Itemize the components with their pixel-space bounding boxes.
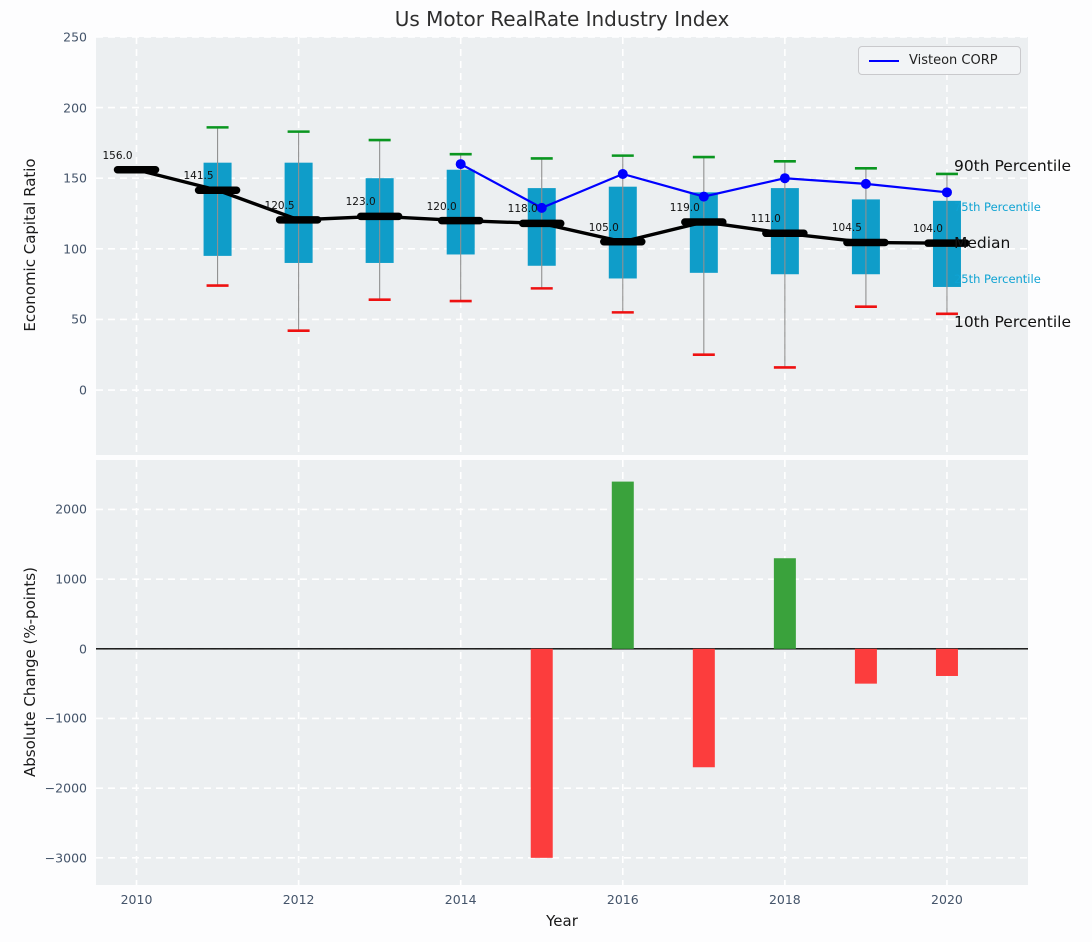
top-y-tick-label: 150: [63, 171, 87, 186]
visteon-marker: [699, 192, 709, 202]
bottom-y-tick-label: −2000: [45, 781, 87, 796]
x-tick-label: 2018: [769, 892, 801, 907]
chart-canvas: [0, 0, 1092, 942]
percentile-label-p10: 10th Percentile: [954, 313, 1071, 331]
visteon-marker: [780, 173, 790, 183]
percentile-label-p25: 25th Percentile: [954, 272, 1041, 286]
top-y-tick-label: 0: [79, 383, 87, 398]
change-bar-positive: [612, 482, 634, 649]
x-tick-label: 2016: [607, 892, 639, 907]
x-tick-label: 2014: [445, 892, 477, 907]
legend: Visteon CORP: [858, 46, 1021, 75]
legend-line-sample-icon: [869, 60, 899, 62]
percentile-label-p75: 75th Percentile: [954, 200, 1041, 214]
visteon-marker: [942, 187, 952, 197]
change-bar-negative: [936, 649, 958, 676]
top-y-tick-label: 250: [63, 30, 87, 45]
chart-title: Us Motor RealRate Industry Index: [96, 7, 1028, 31]
median-value-annotation: 120.5: [265, 200, 295, 212]
top-y-tick-label: 200: [63, 100, 87, 115]
change-bar-positive: [774, 558, 796, 649]
x-tick-label: 2012: [283, 892, 315, 907]
change-bar-negative: [855, 649, 877, 684]
median-value-annotation: 119.0: [670, 202, 700, 214]
change-bar-negative: [693, 649, 715, 767]
percentile-label-median: Median: [954, 234, 1010, 252]
median-value-annotation: 105.0: [589, 222, 619, 234]
visteon-marker: [537, 203, 547, 213]
visteon-marker: [618, 169, 628, 179]
x-axis-label: Year: [96, 912, 1028, 930]
top-y-axis-label: Economic Capital Ratio: [21, 45, 39, 445]
median-value-annotation: 141.5: [184, 170, 214, 182]
bottom-y-tick-label: 0: [79, 641, 87, 656]
median-value-annotation: 156.0: [102, 150, 132, 162]
bottom-y-tick-label: −3000: [45, 850, 87, 865]
x-tick-label: 2010: [121, 892, 153, 907]
top-y-tick-label: 100: [63, 241, 87, 256]
median-value-annotation: 104.0: [913, 223, 943, 235]
figure: Us Motor RealRate Industry Index Economi…: [0, 0, 1092, 942]
bottom-y-axis-label: Absolute Change (%-points): [21, 472, 39, 872]
bottom-y-tick-label: −1000: [45, 711, 87, 726]
median-value-annotation: 118.0: [508, 203, 538, 215]
visteon-marker: [456, 159, 466, 169]
top-y-tick-label: 50: [71, 312, 87, 327]
bottom-y-tick-label: 1000: [55, 572, 87, 587]
percentile-label-p90: 90th Percentile: [954, 157, 1071, 175]
median-value-annotation: 123.0: [346, 196, 376, 208]
x-tick-label: 2020: [931, 892, 963, 907]
bottom-y-tick-label: 2000: [55, 502, 87, 517]
median-value-annotation: 111.0: [751, 213, 781, 225]
change-bar-negative: [531, 649, 553, 858]
visteon-marker: [861, 179, 871, 189]
legend-entry-label: Visteon CORP: [909, 53, 998, 68]
median-value-annotation: 120.0: [427, 201, 457, 213]
median-value-annotation: 104.5: [832, 222, 862, 234]
